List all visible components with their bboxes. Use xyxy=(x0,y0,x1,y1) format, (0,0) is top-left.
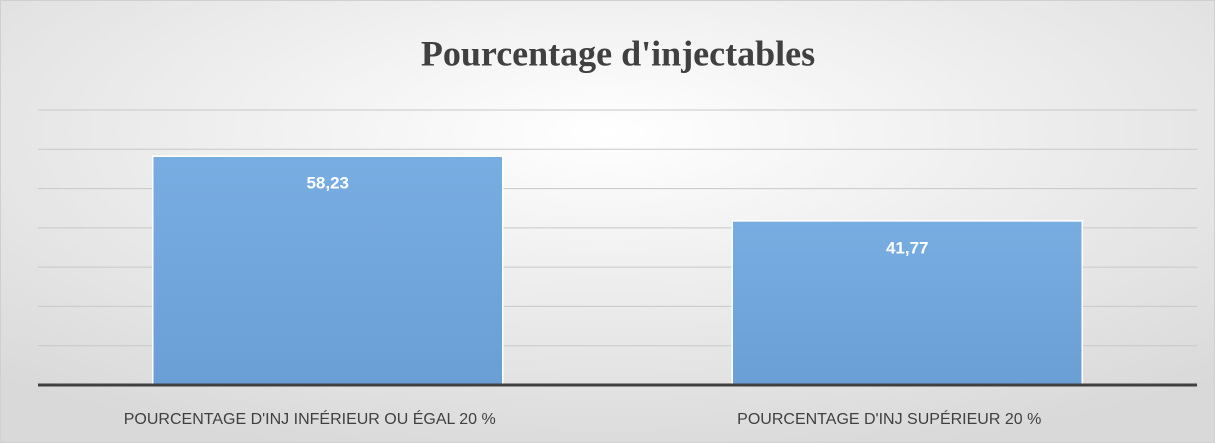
data-label: 58,23 xyxy=(306,174,349,193)
x-tick-label: POURCENTAGE D'INJ SUPÉRIEUR 20 % xyxy=(737,409,1041,428)
x-tick-label: POURCENTAGE D'INJ INFÉRIEUR OU ÉGAL 20 % xyxy=(124,409,496,428)
data-label: 41,77 xyxy=(886,238,929,257)
bar xyxy=(152,155,504,386)
chart-title: Pourcentage d'injectables xyxy=(421,33,815,73)
bar xyxy=(731,220,1083,386)
